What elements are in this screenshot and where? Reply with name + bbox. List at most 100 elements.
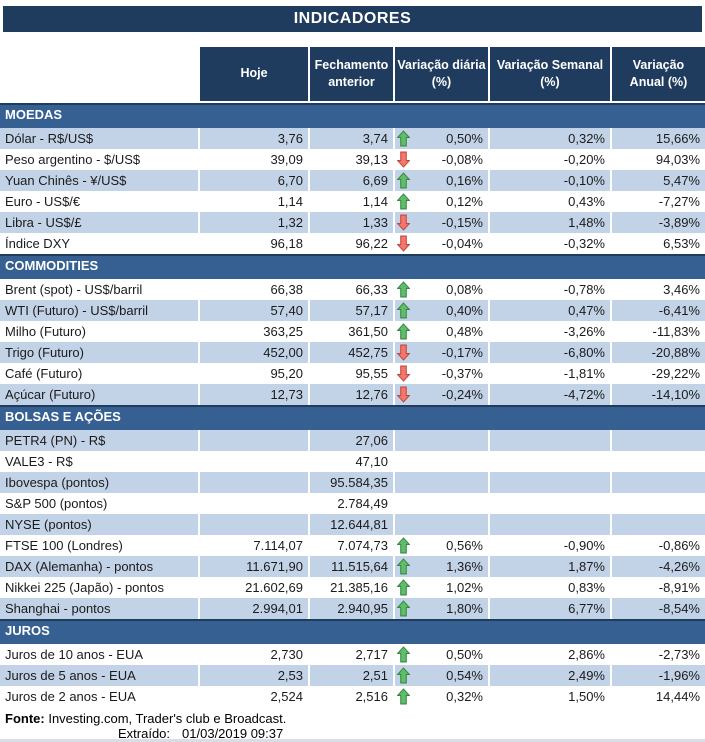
cell-trend-arrow [395,279,415,300]
row-label: Dólar - R$/US$ [0,128,200,149]
cell-hoje: 363,25 [200,321,310,342]
cell-hoje: 66,38 [200,279,310,300]
col-header-variacao-semanal: Variação Semanal (%) [490,47,612,101]
cell-variacao-semanal: -0,32% [490,233,612,254]
cell-variacao-semanal: -0,90% [490,535,612,556]
cell-variacao-anual: 15,66% [655,131,700,146]
row-label: Café (Futuro) [0,363,200,384]
cell-hoje: 39,09 [200,149,310,170]
arrow-down-icon [397,151,410,168]
cell-variacao-semanal: -0,10% [490,170,612,191]
cell-variacao-diaria [415,430,490,451]
cell-variacao-semanal: 2,49% [490,665,612,686]
cell-variacao-diaria: 1,02% [415,577,490,598]
cell-variacao-anual: 5,47% [663,173,700,188]
cell-variacao-semanal: -3,26% [490,321,612,342]
page-title: INDICADORES [3,6,702,32]
table-row: Índice DXY 96,18 96,22 -0,04% -0,32% 6,53% [0,233,705,254]
cell-variacao-anual [612,493,705,514]
cell-variacao-diaria: -0,08% [415,149,490,170]
cell-trend-arrow [395,170,415,191]
cell-variacao-anual: -20,88% [651,345,700,360]
arrow-up-icon [397,172,410,189]
row-label: Euro - US$/€ [0,191,200,212]
cell-fechamento-anterior: 39,13 [310,149,395,170]
table-row: FTSE 100 (Londres) 7.114,07 7.074,73 0,56% -… [0,535,705,556]
cell-trend-arrow [395,472,415,493]
cell-variacao-semanal: 0,83% [490,577,612,598]
cell-variacao-diaria: 0,50% [415,644,490,665]
cell-hoje [200,430,310,451]
cell-variacao-anual: -11,83% [652,324,700,339]
cell-variacao-diaria: 0,48% [415,321,490,342]
cell-fechamento-anterior: 2,516 [310,686,395,707]
table-row: Milho (Futuro) 363,25 361,50 0,48% -3,26% -11… [0,321,705,342]
row-label: NYSE (pontos) [0,514,200,535]
cell-trend-arrow [395,514,415,535]
cell-fechamento-anterior: 96,22 [310,233,395,254]
arrow-up-icon [397,193,410,210]
cell-fechamento-anterior: 1,14 [310,191,395,212]
cell-variacao-semanal: -6,80% [490,342,612,363]
cell-trend-arrow [395,300,415,321]
row-label: PETR4 (PN) - R$ [0,430,200,451]
cell-variacao-anual: -14,10% [651,387,700,402]
cell-fechamento-anterior: 57,17 [310,300,395,321]
row-label: Brent (spot) - US$/barril [0,279,200,300]
row-label: Peso argentino - $/US$ [0,149,200,170]
table-row: Shanghai - pontos 2.994,01 2.940,95 1,80% 6,… [0,598,705,619]
cell-fechamento-anterior: 3,74 [310,128,395,149]
table-row: S&P 500 (pontos) 2.784,49 [0,493,705,514]
arrow-up-icon [397,646,410,663]
row-label: Yuan Chinês - ¥/US$ [0,170,200,191]
row-label: FTSE 100 (Londres) [0,535,200,556]
cell-hoje: 11.671,90 [200,556,310,577]
cell-hoje: 1,32 [200,212,310,233]
arrow-down-icon [397,344,410,361]
cell-variacao-semanal: 6,77% [490,598,612,619]
cell-trend-arrow [395,212,415,233]
cell-fechamento-anterior: 2,717 [310,644,395,665]
cell-variacao-anual: -7,27% [658,194,700,209]
cell-variacao-semanal: -4,72% [490,384,612,405]
cell-fechamento-anterior: 2.940,95 [310,598,395,619]
cell-trend-arrow [395,577,415,598]
arrow-up-icon [397,667,410,684]
cell-variacao-anual: -4,26% [658,559,700,574]
cell-trend-arrow [395,686,415,707]
table-row: Peso argentino - $/US$ 39,09 39,13 -0,08% -0… [0,149,705,170]
row-label: S&P 500 (pontos) [0,493,200,514]
cell-variacao-semanal: -0,20% [490,149,612,170]
cell-fechamento-anterior: 27,06 [310,430,395,451]
cell-variacao-semanal: 1,48% [490,212,612,233]
cell-variacao-diaria: 0,32% [415,686,490,707]
cell-variacao-anual: 3,46% [663,282,700,297]
arrow-up-icon [397,537,410,554]
cell-variacao-diaria [415,514,490,535]
cell-variacao-anual [612,451,705,472]
row-label: Juros de 10 anos - EUA [0,644,200,665]
cell-variacao-anual: -6,41% [658,303,700,318]
cell-variacao-semanal: -0,78% [490,279,612,300]
cell-fechamento-anterior: 7.074,73 [310,535,395,556]
source-line: Fonte: Investing.com, Trader's club e Br… [5,711,705,726]
row-label: Ibovespa (pontos) [0,472,200,493]
cell-variacao-anual: -2,73% [658,647,700,662]
cell-variacao-diaria: -0,24% [415,384,490,405]
cell-variacao-semanal: 0,47% [490,300,612,321]
row-label: Libra - US$/£ [0,212,200,233]
cell-variacao-anual [612,472,705,493]
cell-hoje: 2,53 [200,665,310,686]
cell-fechamento-anterior: 6,69 [310,170,395,191]
cell-variacao-semanal: 0,43% [490,191,612,212]
table-row: Juros de 2 anos - EUA 2,524 2,516 0,32% 1,50… [0,686,705,707]
cell-trend-arrow [395,321,415,342]
arrow-up-icon [397,323,410,340]
cell-variacao-diaria: 1,36% [415,556,490,577]
row-label: Juros de 5 anos - EUA [0,665,200,686]
cell-trend-arrow [395,598,415,619]
arrow-up-icon [397,558,410,575]
arrow-down-icon [397,235,410,252]
cell-variacao-anual: -8,54% [658,601,700,616]
cell-variacao-anual [612,514,705,535]
